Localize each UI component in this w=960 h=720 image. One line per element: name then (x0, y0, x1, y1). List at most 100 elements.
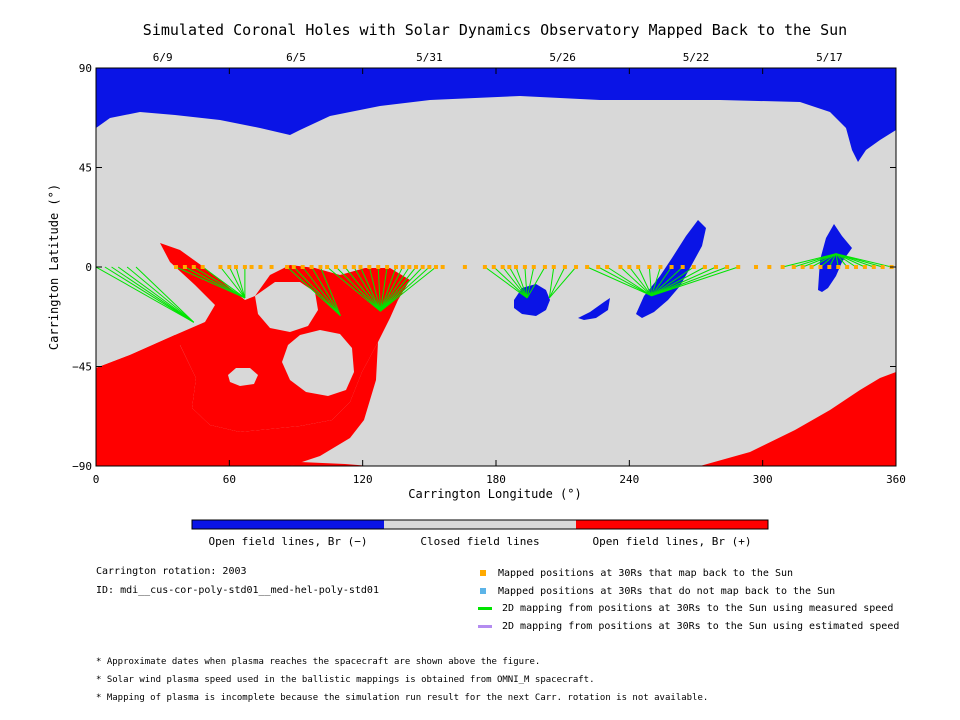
x-tick-label: 0 (93, 473, 100, 486)
x-tick-label: 240 (619, 473, 639, 486)
colorbar-label-negative: Open field lines, Br (−) (208, 535, 368, 548)
mapping-line (835, 253, 857, 268)
mapped-position-dot (191, 265, 196, 269)
blue-square-icon (480, 588, 486, 594)
mapped-position-dot (174, 265, 178, 269)
mapping-line (104, 266, 195, 323)
mapping-line (126, 266, 195, 323)
mapped-position-dot (342, 265, 347, 269)
mapping-line (586, 266, 652, 297)
mapping-line (835, 253, 848, 268)
closed-island-small (228, 368, 258, 386)
mapped-position-dot (605, 265, 610, 269)
mapped-position-dot (627, 265, 632, 269)
mapping-line (135, 266, 195, 323)
top-date-label: 5/17 (816, 51, 843, 64)
x-tick-label: 300 (753, 473, 773, 486)
chart-title: Simulated Coronal Holes with Solar Dynam… (143, 21, 847, 39)
mapped-position-dot (394, 265, 398, 269)
mapped-position-dot (507, 265, 512, 269)
mapping-line (326, 266, 381, 312)
mapping-line (820, 253, 837, 268)
mapped-position-dot (334, 265, 338, 269)
mapping-line (835, 253, 839, 268)
mapped-position-dot (809, 265, 814, 269)
measured-speed-mapping-lines (96, 253, 892, 323)
mapped-position-dot (269, 265, 274, 269)
mapping-line (117, 266, 195, 323)
mapping-line (302, 266, 341, 316)
y-axis-label: Carrington Latitude (°) (47, 184, 61, 350)
top-date-label: 5/22 (683, 51, 710, 64)
mapped-position-dot (714, 265, 718, 269)
negative-hole-d (818, 224, 852, 292)
x-tick-label: 60 (223, 473, 236, 486)
colorbar-label-positive: Open field lines, Br (+) (592, 535, 752, 548)
mapped-position-dot (647, 265, 652, 269)
mapping-line (835, 253, 892, 268)
run-id: ID: mdi__cus-cor-poly-std01__med-hel-pol… (96, 585, 379, 596)
mapped-position-dot (636, 265, 641, 269)
mapping-line (220, 266, 246, 299)
mapped-position-dot (182, 265, 187, 269)
note-incomplete: * Mapping of plasma is incomplete becaus… (96, 693, 709, 703)
mapped-position-dot (836, 265, 841, 269)
mapped-position-dot (818, 265, 823, 269)
carrington-rotation: Carrington rotation: 2003 (96, 566, 247, 577)
mapping-line (380, 266, 430, 312)
mapped-position-dot (309, 265, 314, 269)
mapped-position-dot (400, 265, 405, 269)
north-polar-hole (96, 68, 896, 162)
purple-line-icon (478, 624, 492, 628)
y-tick-label: −45 (72, 361, 92, 374)
mapped-position-dot (767, 265, 772, 269)
mapped-position-dot (234, 265, 238, 269)
mapping-line (311, 266, 341, 316)
y-tick-label: 45 (79, 162, 92, 175)
colorbar-negative (192, 520, 384, 529)
mapped-position-dot (880, 265, 885, 269)
mapping-line (526, 266, 546, 299)
mapping-line (380, 266, 437, 312)
mapped-position-dot (658, 265, 663, 269)
mapped-position-dot (218, 265, 223, 269)
mapped-position-dot (440, 265, 445, 269)
mapping-line (811, 253, 837, 268)
mapped-position-dot (376, 265, 381, 269)
mapped-position-dot (385, 265, 390, 269)
x-tick-label: 180 (486, 473, 506, 486)
legend-label: Mapped positions at 30Rs that do not map… (498, 585, 836, 597)
mapping-line (96, 266, 195, 323)
mapping-line (235, 266, 246, 299)
mapped-position-dot (871, 265, 876, 269)
mapped-position-dot (827, 265, 832, 269)
mapping-line (193, 266, 246, 299)
mapped-position-dot (736, 265, 741, 269)
mapped-position-dot (482, 265, 487, 269)
legend-label: 2D mapping from positions at 30Rs to the… (502, 620, 900, 632)
green-line-icon (478, 606, 492, 610)
mapped-position-dot (854, 265, 858, 269)
mapping-line (111, 266, 195, 323)
mapped-position-dot (522, 265, 527, 269)
mapping-line (380, 266, 410, 312)
closed-island-arc (255, 282, 318, 332)
top-date-label: 5/31 (416, 51, 443, 64)
mapping-line (359, 266, 381, 312)
mapped-position-dot (500, 265, 505, 269)
mapped-position-dot (351, 265, 356, 269)
south-polar-hole-bottom (96, 462, 370, 466)
mapping-line (782, 253, 837, 268)
mapping-line (175, 266, 246, 299)
mapped-position-dot (754, 265, 758, 269)
mapping-line (628, 266, 652, 297)
note-speed-source: * Solar wind plasma speed used in the ba… (96, 675, 595, 685)
mapping-line (344, 266, 381, 312)
south-polar-hole-right (700, 372, 896, 466)
mapping-line (335, 266, 381, 312)
mapping-line (620, 266, 652, 297)
mapped-position-dot (862, 265, 867, 269)
mapped-position-dot (300, 265, 305, 269)
top-date-label: 6/9 (153, 51, 173, 64)
mapping-line (202, 266, 246, 299)
